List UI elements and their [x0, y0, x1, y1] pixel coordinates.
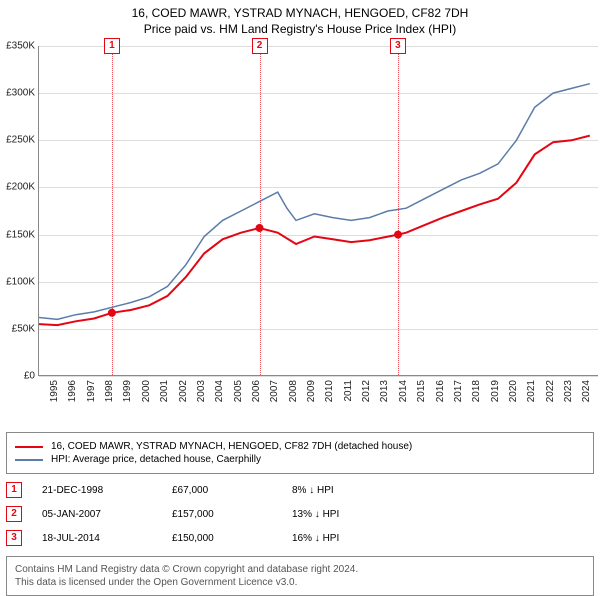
x-tick-label: 2003: [196, 380, 207, 402]
x-tick-label: 2000: [141, 380, 152, 402]
x-tick-label: 2001: [159, 380, 170, 402]
x-tick-label: 1996: [67, 380, 78, 402]
x-tick-label: 2010: [325, 380, 336, 402]
x-tick-label: 2008: [288, 380, 299, 402]
y-tick-label: £0: [1, 371, 35, 382]
series-line-property: [39, 136, 590, 326]
x-tick-label: 2022: [545, 380, 556, 402]
sale-index-badge: 1: [6, 482, 22, 498]
attribution-line: This data is licensed under the Open Gov…: [15, 576, 585, 589]
sale-marker: [394, 231, 402, 239]
sales-table: 1 21-DEC-1998 £67,000 8% ↓ HPI 2 05-JAN-…: [6, 478, 594, 550]
x-tick-label: 2011: [343, 380, 354, 402]
y-tick-label: £300K: [1, 88, 35, 99]
x-tick-label: 1997: [86, 380, 97, 402]
x-tick-label: 2017: [453, 380, 464, 402]
sale-hpi-diff: 13% ↓ HPI: [292, 509, 392, 520]
sale-date: 21-DEC-1998: [42, 485, 172, 496]
x-tick-label: 2019: [490, 380, 501, 402]
series-line-hpi: [39, 84, 590, 320]
x-tick-label: 2007: [269, 380, 280, 402]
x-tick-label: 2014: [398, 380, 409, 402]
x-tick-label: 2015: [416, 380, 427, 402]
x-tick-label: 2009: [306, 380, 317, 402]
sale-index-badge: 2: [6, 506, 22, 522]
chart-svg: [39, 46, 599, 376]
sale-index-badge: 3: [6, 530, 22, 546]
x-tick-label: 2016: [435, 380, 446, 402]
chart-title: 16, COED MAWR, YSTRAD MYNACH, HENGOED, C…: [0, 0, 600, 22]
x-tick-label: 2005: [233, 380, 244, 402]
chart-plot-area: £0£50K£100K£150K£200K£250K£300K£350K123: [38, 46, 598, 376]
legend-box: 16, COED MAWR, YSTRAD MYNACH, HENGOED, C…: [6, 432, 594, 474]
x-tick-label: 2018: [471, 380, 482, 402]
sale-price: £150,000: [172, 533, 292, 544]
sale-price: £67,000: [172, 485, 292, 496]
sale-marker: [108, 309, 116, 317]
legend-label: HPI: Average price, detached house, Caer…: [51, 454, 261, 465]
x-tick-label: 2002: [178, 380, 189, 402]
legend-label: 16, COED MAWR, YSTRAD MYNACH, HENGOED, C…: [51, 441, 412, 452]
sale-row: 1 21-DEC-1998 £67,000 8% ↓ HPI: [6, 478, 594, 502]
y-tick-label: £150K: [1, 229, 35, 240]
x-tick-label: 2006: [251, 380, 262, 402]
legend-swatch: [15, 446, 43, 448]
x-tick-label: 1998: [104, 380, 115, 402]
chart-subtitle: Price paid vs. HM Land Registry's House …: [0, 22, 600, 42]
y-tick-label: £50K: [1, 323, 35, 334]
x-tick-label: 2012: [361, 380, 372, 402]
y-tick-label: £200K: [1, 182, 35, 193]
legend-swatch: [15, 459, 43, 461]
sale-row: 3 18-JUL-2014 £150,000 16% ↓ HPI: [6, 526, 594, 550]
y-tick-label: £250K: [1, 135, 35, 146]
x-tick-label: 2023: [563, 380, 574, 402]
sale-date: 18-JUL-2014: [42, 533, 172, 544]
x-tick-label: 2013: [380, 380, 391, 402]
sale-hpi-diff: 8% ↓ HPI: [292, 485, 392, 496]
x-tick-label: 2004: [214, 380, 225, 402]
y-tick-label: £350K: [1, 41, 35, 52]
sale-row: 2 05-JAN-2007 £157,000 13% ↓ HPI: [6, 502, 594, 526]
legend-item: HPI: Average price, detached house, Caer…: [15, 454, 585, 465]
x-axis-ticks: 1995 1996 1997 1998 1999 2000 2001 2002 2003 2004…: [38, 376, 598, 426]
x-tick-label: 2020: [508, 380, 519, 402]
legend-item: 16, COED MAWR, YSTRAD MYNACH, HENGOED, C…: [15, 441, 585, 452]
attribution-line: Contains HM Land Registry data © Crown c…: [15, 563, 585, 576]
sale-hpi-diff: 16% ↓ HPI: [292, 533, 392, 544]
x-tick-label: 2024: [582, 380, 593, 402]
x-tick-label: 1995: [49, 380, 60, 402]
attribution-box: Contains HM Land Registry data © Crown c…: [6, 556, 594, 596]
sale-date: 05-JAN-2007: [42, 509, 172, 520]
sale-marker: [256, 224, 264, 232]
y-tick-label: £100K: [1, 276, 35, 287]
x-tick-label: 2021: [527, 380, 538, 402]
x-tick-label: 1999: [123, 380, 134, 402]
sale-price: £157,000: [172, 509, 292, 520]
